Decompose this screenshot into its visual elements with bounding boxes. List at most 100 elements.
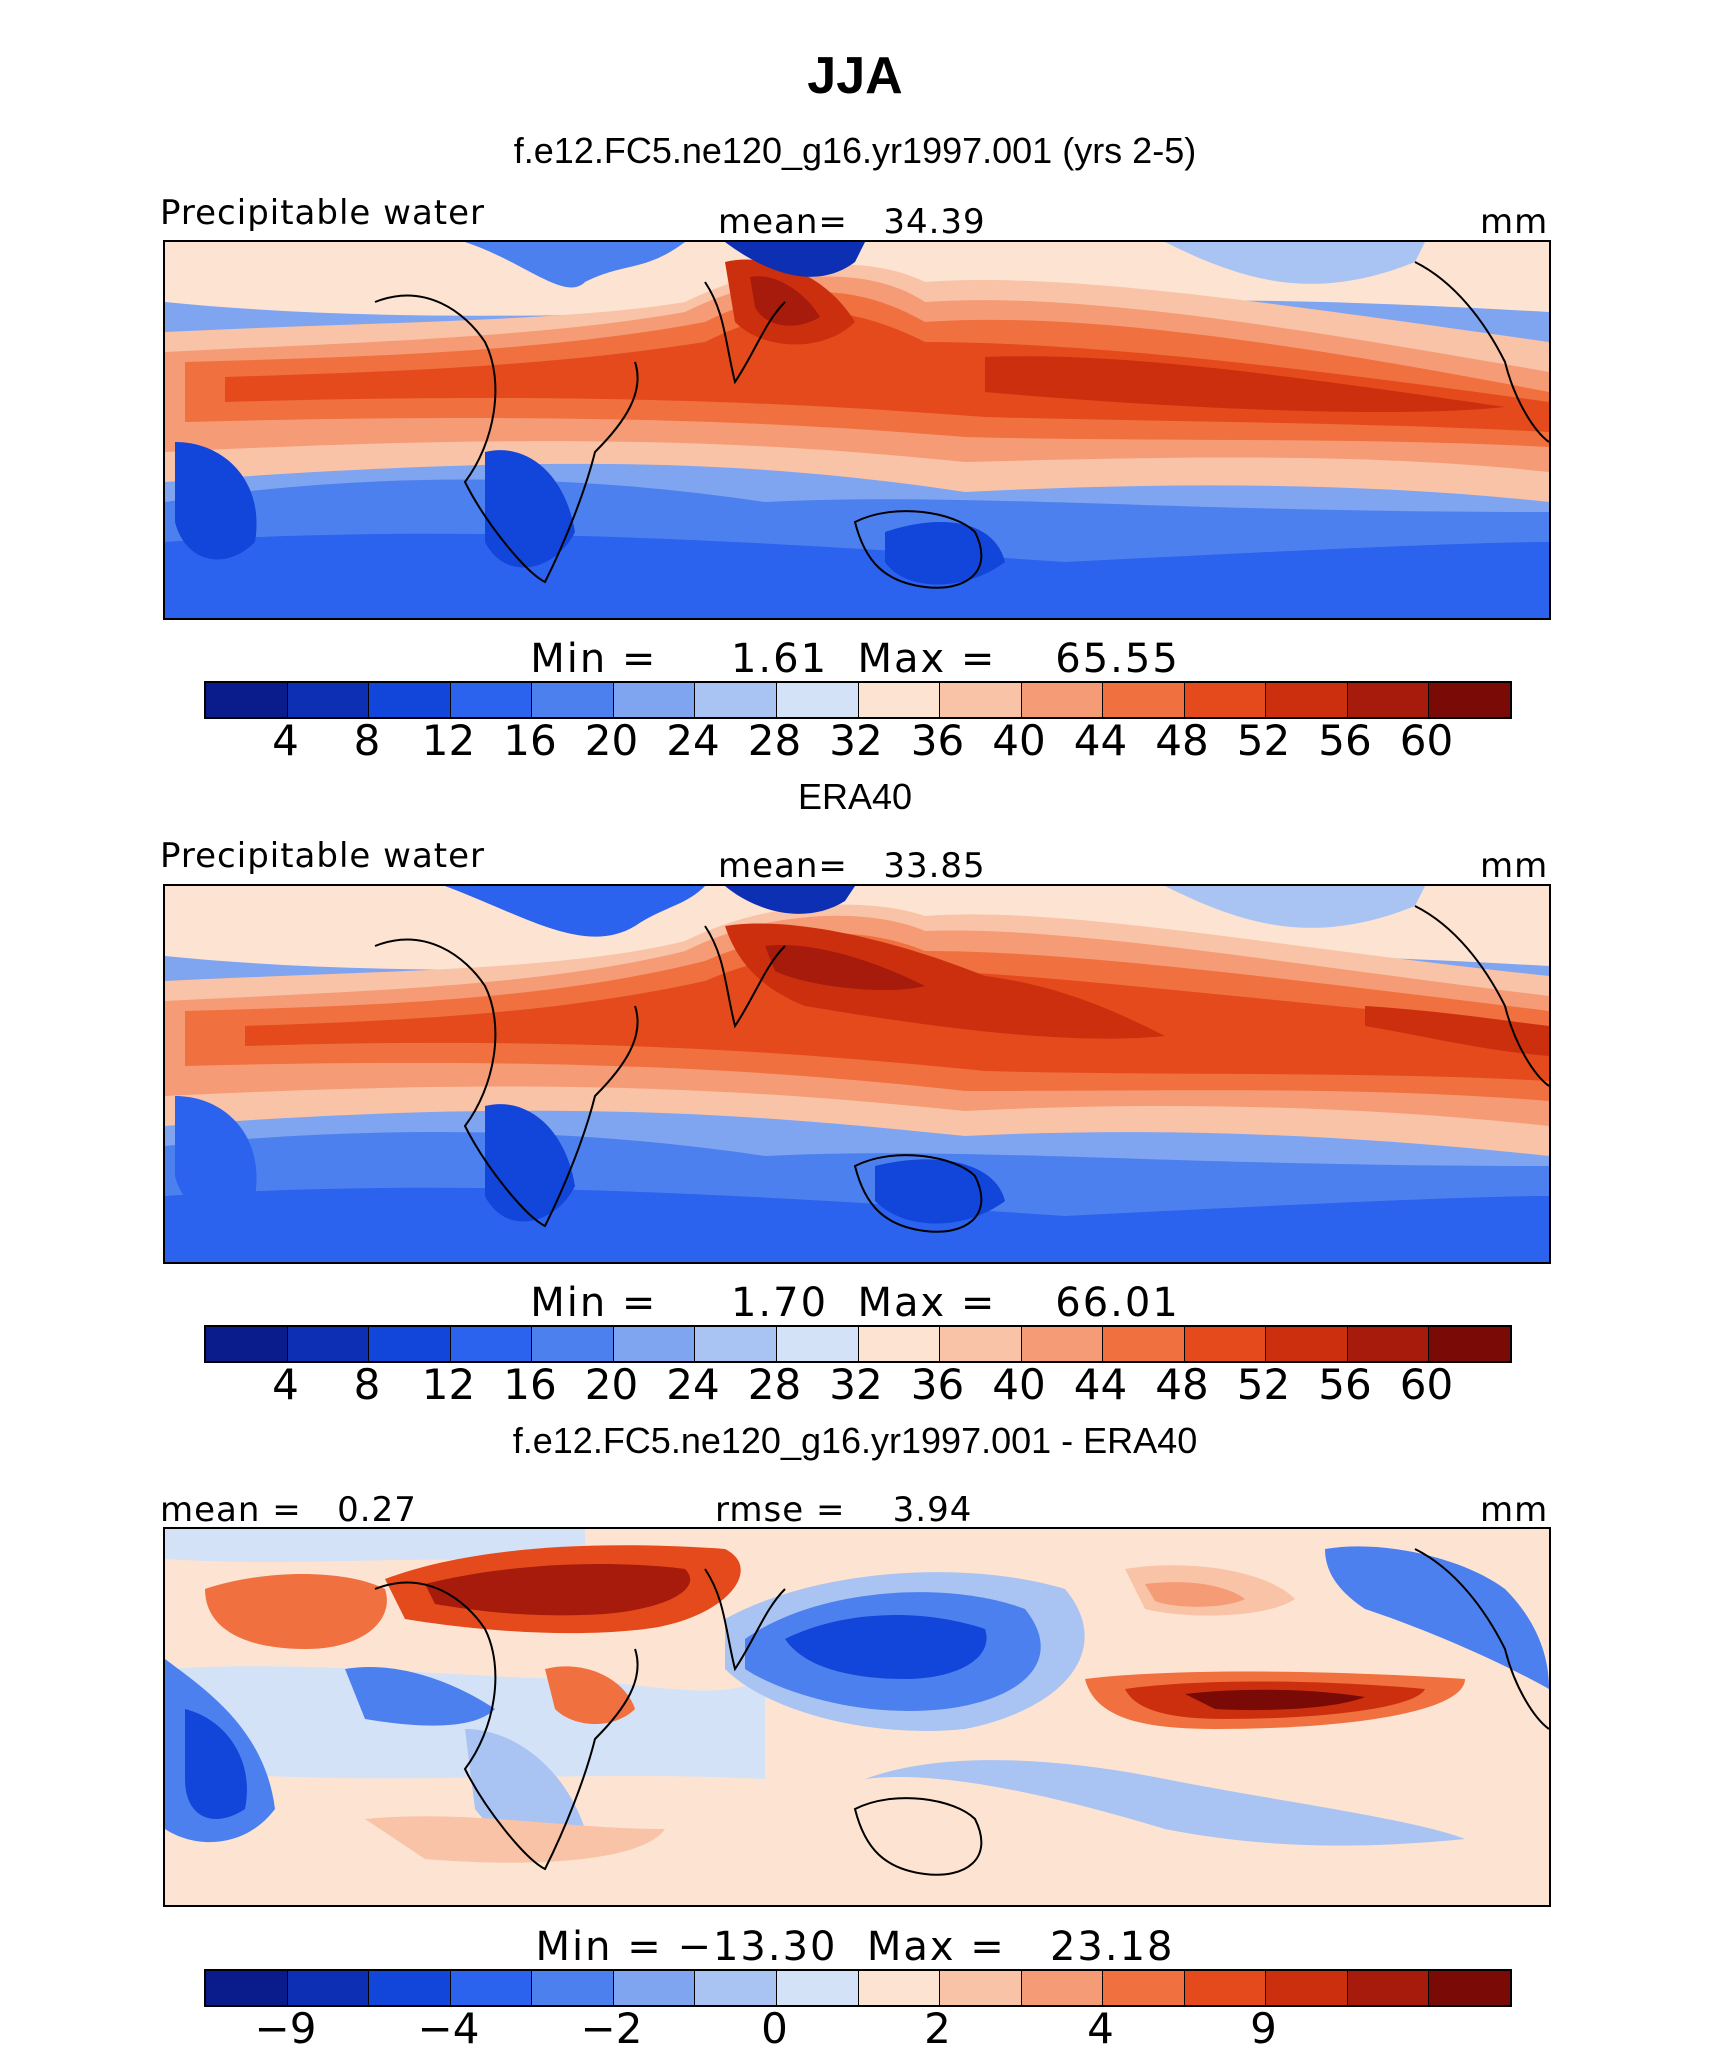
colorbar-tick-label: −4 <box>417 2004 480 2053</box>
panel-2-colorbar-ticks: 4 8 12 16 20 24 28 32 36 40 44 48 52 56 60 <box>204 1360 1508 1409</box>
panel-3-colorbar <box>204 1969 1512 2007</box>
colorbar-swatch <box>1266 1971 1348 2005</box>
panel-2-min-max: Min = 1.70 Max = 66.01 <box>530 1280 1180 1326</box>
colorbar-swatch <box>1103 683 1185 717</box>
colorbar-tick-label: 36 <box>910 1360 965 1409</box>
panel-3-min-max: Min = −13.30 Max = 23.18 <box>535 1924 1175 1970</box>
colorbar-tick-label: 36 <box>910 716 965 765</box>
panel-1-variable-label: Precipitable water <box>160 193 486 233</box>
colorbar-tick-label: 32 <box>829 716 883 765</box>
colorbar-swatch <box>206 1327 288 1361</box>
panel-1-mean-label: mean= 34.39 <box>718 202 986 242</box>
panel-1-colorbar-ticks: 4 8 12 16 20 24 28 32 36 40 44 48 52 56 60 <box>204 716 1508 765</box>
colorbar-swatch <box>1266 683 1348 717</box>
colorbar-swatch <box>1347 1327 1430 1361</box>
colorbar-swatch <box>613 683 696 717</box>
colorbar-swatch <box>532 1971 614 2005</box>
panel-3-colorbar-ticks: −9 −4 −2 0 2 4 9 <box>204 2004 1508 2053</box>
panel-3-heading: f.e12.FC5.ne120_g16.yr1997.001 - ERA40 <box>512 1420 1198 1461</box>
colorbar-tick-label: 12 <box>421 1360 476 1409</box>
colorbar-tick-label: −2 <box>580 2004 643 2053</box>
colorbar-swatch <box>369 1327 451 1361</box>
colorbar-swatch <box>1266 1327 1348 1361</box>
panel-1-field <box>165 242 1549 618</box>
panel-2-heading: ERA40 <box>797 776 913 817</box>
colorbar-swatch <box>1347 683 1430 717</box>
colorbar-swatch <box>940 1327 1022 1361</box>
colorbar-swatch <box>206 683 288 717</box>
colorbar-swatch <box>776 683 859 717</box>
panel-2-colorbar <box>204 1325 1512 1363</box>
panel-3-field <box>165 1529 1549 1905</box>
panel-1-units-label: mm <box>1480 202 1549 242</box>
colorbar-tick-label: 32 <box>829 1360 883 1409</box>
colorbar-swatch <box>287 1327 370 1361</box>
colorbar-swatch <box>1021 1971 1104 2005</box>
colorbar-swatch <box>776 1327 859 1361</box>
colorbar-swatch <box>532 683 614 717</box>
colorbar-swatch <box>369 683 451 717</box>
colorbar-swatch <box>1184 1327 1267 1361</box>
colorbar-tick-label: 28 <box>747 1360 802 1409</box>
colorbar-tick-label: 44 <box>1073 1360 1128 1409</box>
figure-title: JJA <box>807 47 903 105</box>
colorbar-swatch <box>940 1971 1022 2005</box>
colorbar-swatch <box>940 683 1022 717</box>
panel-3-rmse-label: rmse = 3.94 <box>715 1490 973 1530</box>
colorbar-swatch <box>776 1971 859 2005</box>
colorbar-tick-label: 16 <box>503 1360 557 1409</box>
colorbar-swatch <box>450 683 533 717</box>
colorbar-tick-label: 16 <box>503 716 557 765</box>
colorbar-swatch <box>450 1971 533 2005</box>
panel-2-units-label: mm <box>1480 846 1549 886</box>
colorbar-swatch <box>613 1971 696 2005</box>
panel-3-mean-label: mean = 0.27 <box>160 1490 417 1530</box>
colorbar-tick-label: 56 <box>1318 1360 1372 1409</box>
colorbar-tick-label: 52 <box>1236 1360 1291 1409</box>
colorbar-swatch <box>287 683 370 717</box>
colorbar-tick-label: 60 <box>1399 716 1454 765</box>
colorbar-tick-label: 4 <box>272 716 299 765</box>
colorbar-swatch <box>1347 1971 1430 2005</box>
colorbar-tick-label: 60 <box>1399 1360 1454 1409</box>
colorbar-tick-label: 8 <box>353 1360 381 1409</box>
colorbar-tick-label: 8 <box>353 716 381 765</box>
colorbar-tick-label: −9 <box>254 2004 317 2053</box>
colorbar-tick-label: 12 <box>421 716 476 765</box>
colorbar-tick-label: 4 <box>1087 2004 1114 2053</box>
colorbar-tick-label: 2 <box>924 2004 951 2053</box>
colorbar-swatch <box>206 1971 288 2005</box>
panel-3-units-label: mm <box>1480 1490 1549 1530</box>
colorbar-swatch <box>1103 1971 1185 2005</box>
colorbar-swatch <box>1103 1327 1185 1361</box>
colorbar-tick-label: 24 <box>666 716 720 765</box>
colorbar-swatch <box>532 1327 614 1361</box>
panel-2-mean-label: mean= 33.85 <box>718 846 986 886</box>
colorbar-tick-label: 56 <box>1318 716 1372 765</box>
colorbar-swatch <box>695 683 777 717</box>
colorbar-swatch <box>450 1327 533 1361</box>
colorbar-tick-label: 4 <box>272 1360 299 1409</box>
panel-2-variable-label: Precipitable water <box>160 836 486 876</box>
colorbar-swatch <box>1021 1327 1104 1361</box>
panel-1-min-max: Min = 1.61 Max = 65.55 <box>530 636 1180 682</box>
colorbar-tick-label: 28 <box>747 716 802 765</box>
panel-1-map <box>163 240 1551 620</box>
colorbar-tick-label: 48 <box>1155 1360 1209 1409</box>
colorbar-tick-label: 20 <box>584 716 639 765</box>
panel-2-map <box>163 884 1551 1264</box>
colorbar-tick-label: 52 <box>1236 716 1291 765</box>
colorbar-swatch <box>695 1327 777 1361</box>
colorbar-tick-label: 40 <box>992 1360 1046 1409</box>
colorbar-tick-label: 0 <box>761 2004 788 2053</box>
colorbar-tick-label: 44 <box>1073 716 1128 765</box>
colorbar-swatch <box>858 1971 941 2005</box>
colorbar-tick-label: 40 <box>992 716 1046 765</box>
colorbar-tick-label: 24 <box>666 1360 720 1409</box>
colorbar-swatch <box>1184 1971 1267 2005</box>
panel-1-colorbar <box>204 681 1512 719</box>
colorbar-swatch <box>1429 1327 1510 1361</box>
colorbar-swatch <box>695 1971 777 2005</box>
colorbar-swatch <box>369 1971 451 2005</box>
panel-1-heading: f.e12.FC5.ne120_g16.yr1997.001 (yrs 2-5) <box>513 130 1197 171</box>
